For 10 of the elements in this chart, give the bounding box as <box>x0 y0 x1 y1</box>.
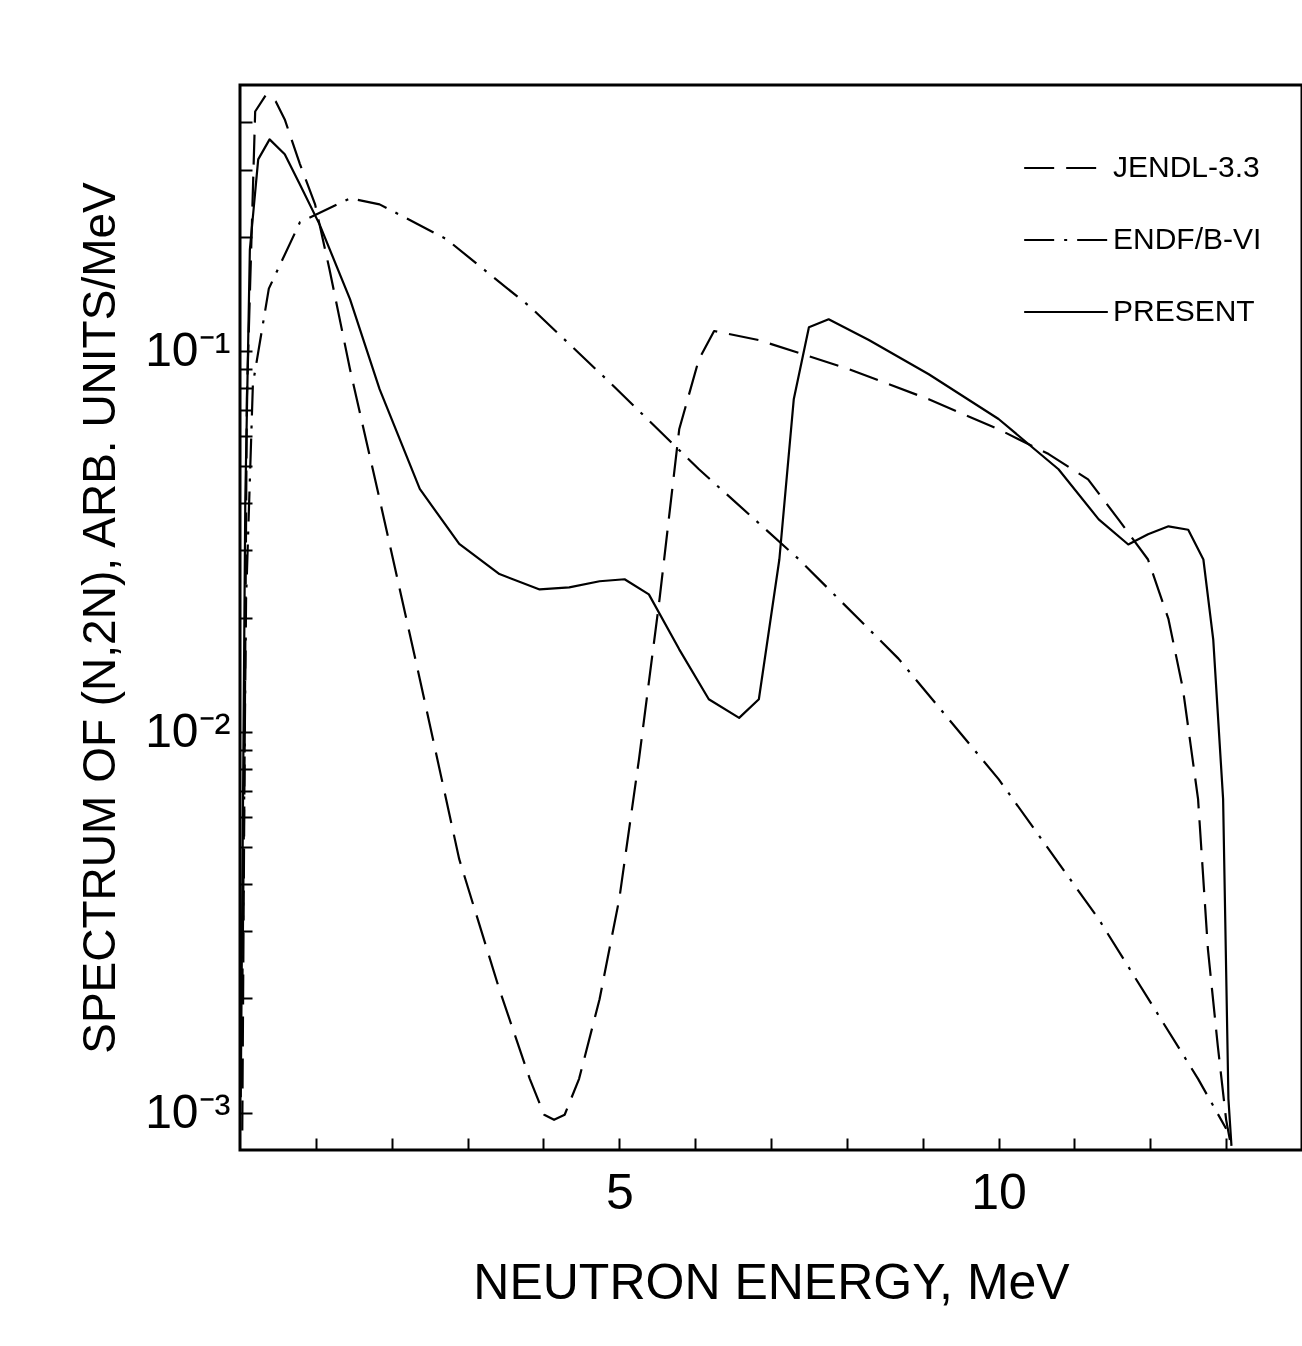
legend-label: PRESENT <box>1113 294 1255 327</box>
y-tick-label: 10⁻¹ <box>145 322 231 376</box>
x-tick-label: 10 <box>971 1163 1027 1220</box>
x-axis-title: NEUTRON ENERGY, MeV <box>473 1253 1071 1310</box>
legend-label: ENDF/B-VI <box>1113 222 1262 255</box>
y-axis-title: SPECTRUM OF (N,2N), ARB. UNITS/MeV <box>73 181 126 1054</box>
y-tick-label: 10⁻² <box>145 703 231 757</box>
y-tick-label: 10⁻³ <box>145 1084 231 1138</box>
legend-label: JENDL-3.3 <box>1113 150 1260 183</box>
x-tick-label: 5 <box>605 1163 634 1220</box>
